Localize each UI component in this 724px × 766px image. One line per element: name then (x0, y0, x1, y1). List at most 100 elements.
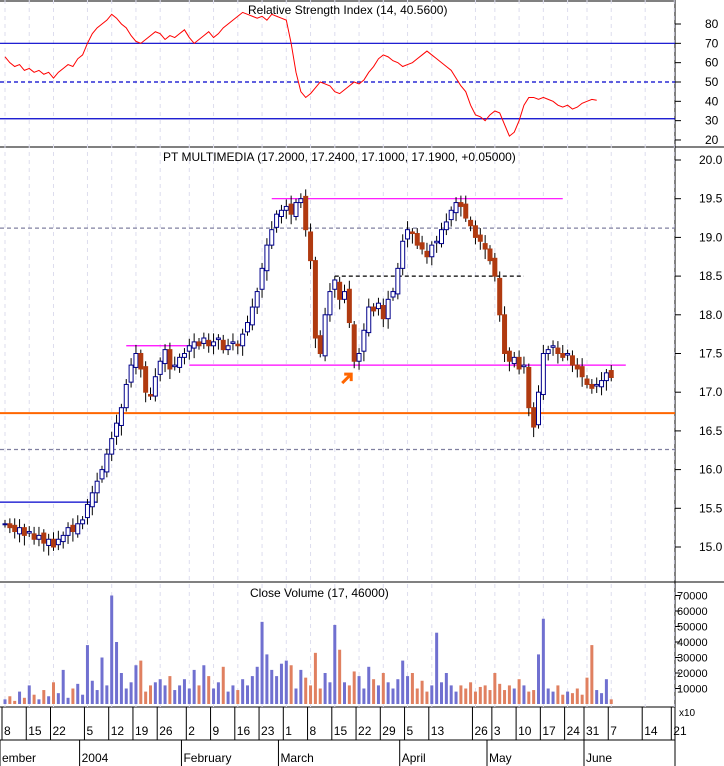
candle-down (12, 524, 18, 533)
volume-bar (42, 690, 46, 704)
candle-up (278, 209, 284, 218)
volume-bar (124, 688, 128, 704)
candle-up (594, 383, 600, 387)
volume-bar (391, 688, 395, 704)
volume-bar (430, 685, 434, 704)
volume-bar (279, 663, 283, 704)
volume-bar (570, 693, 574, 704)
volume-bar (600, 693, 604, 704)
candle-up (603, 372, 609, 382)
volume-bar (158, 679, 162, 704)
candle-down (424, 250, 430, 258)
price-tick-label: 17.5 (699, 347, 723, 361)
candle-up (201, 337, 207, 344)
candle-up (26, 531, 32, 534)
volume-bar (440, 682, 443, 704)
volume-bar (105, 685, 109, 704)
volume-bar (119, 673, 123, 704)
price-tick-label: 16.0 (699, 463, 723, 477)
volume-bar (207, 676, 211, 704)
candle-down (560, 353, 566, 358)
candle-up (375, 302, 381, 310)
candle-down (303, 195, 309, 231)
volume-tick-label: 30000 (677, 653, 708, 665)
candle-down (472, 225, 478, 238)
volume-bar (221, 666, 225, 704)
volume-title: Close Volume (17, 46000) (250, 586, 389, 600)
week-tick-label: 26 (159, 724, 173, 738)
volume-bar (512, 688, 516, 704)
volume-tick-label: 60000 (677, 606, 708, 618)
candle-up (157, 360, 163, 375)
volume-bar (115, 642, 119, 704)
volume-bar (173, 690, 177, 704)
candle-down (531, 407, 537, 428)
price-tick-label: 16.5 (699, 424, 723, 438)
volume-bar (3, 699, 7, 704)
candle-up (274, 213, 280, 228)
volume-bar (396, 679, 400, 704)
candle-up (186, 345, 192, 352)
week-tick-label: 23 (261, 724, 275, 738)
volume-bar (561, 694, 565, 704)
candle-up (390, 291, 396, 298)
volume-bar (270, 669, 274, 704)
week-tick-label: 29 (382, 724, 396, 738)
month-tick-label: 2004 (82, 751, 109, 765)
volume-bar (401, 660, 405, 704)
candle-up (599, 380, 605, 388)
week-tick-label: 5 (407, 724, 414, 738)
candle-down (574, 364, 580, 370)
volume-tick-label: 20000 (677, 668, 708, 680)
volume-bar (425, 691, 429, 704)
candle-up (152, 376, 158, 397)
candle-up (332, 279, 338, 290)
volume-bar (192, 669, 196, 704)
volume-bar (498, 683, 502, 704)
week-tick-label: 9 (213, 724, 220, 738)
rsi-tick-label: 40 (705, 94, 719, 108)
volume-bar (604, 679, 608, 704)
candle-up (162, 349, 168, 365)
volume-bar (352, 671, 356, 704)
volume-bar (527, 691, 531, 704)
rsi-line (4, 11, 597, 137)
candle-up (511, 356, 517, 365)
candle-up (249, 306, 255, 326)
candle-up (283, 205, 289, 211)
volume-bar (488, 690, 492, 704)
volume-bar (328, 682, 332, 704)
week-tick-label: 8 (4, 724, 11, 738)
volume-bar (556, 685, 560, 704)
price-tick-label: 18.0 (699, 308, 723, 322)
volume-bar (197, 685, 201, 704)
volume-bar (168, 676, 172, 704)
volume-bar (386, 682, 390, 704)
rsi-tick-label: 20 (705, 133, 719, 147)
candle-down (288, 203, 294, 215)
candle-down (569, 355, 575, 366)
volume-bar (546, 688, 550, 704)
volume-bar (85, 645, 89, 704)
price-tick-label: 20.0 (699, 153, 723, 167)
candle-up (118, 407, 124, 426)
candle-down (31, 533, 37, 540)
candle-down (7, 523, 13, 529)
volume-bar (318, 688, 322, 704)
candle-up (128, 364, 134, 383)
week-tick-label: 22 (53, 724, 67, 738)
candle-down (138, 353, 144, 370)
candle-down (380, 305, 386, 320)
volume-bar (299, 669, 303, 704)
volume-bar (47, 696, 51, 704)
week-tick-label: 26 (474, 724, 488, 738)
volume-bar (52, 682, 55, 704)
volume-bar (100, 657, 104, 704)
volume-bar (27, 685, 31, 704)
volume-bar (444, 673, 448, 704)
candle-down (337, 281, 343, 300)
volume-bar (66, 697, 70, 704)
candle-up (259, 267, 265, 290)
volume-bar (357, 676, 361, 704)
volume-bar (236, 690, 240, 704)
